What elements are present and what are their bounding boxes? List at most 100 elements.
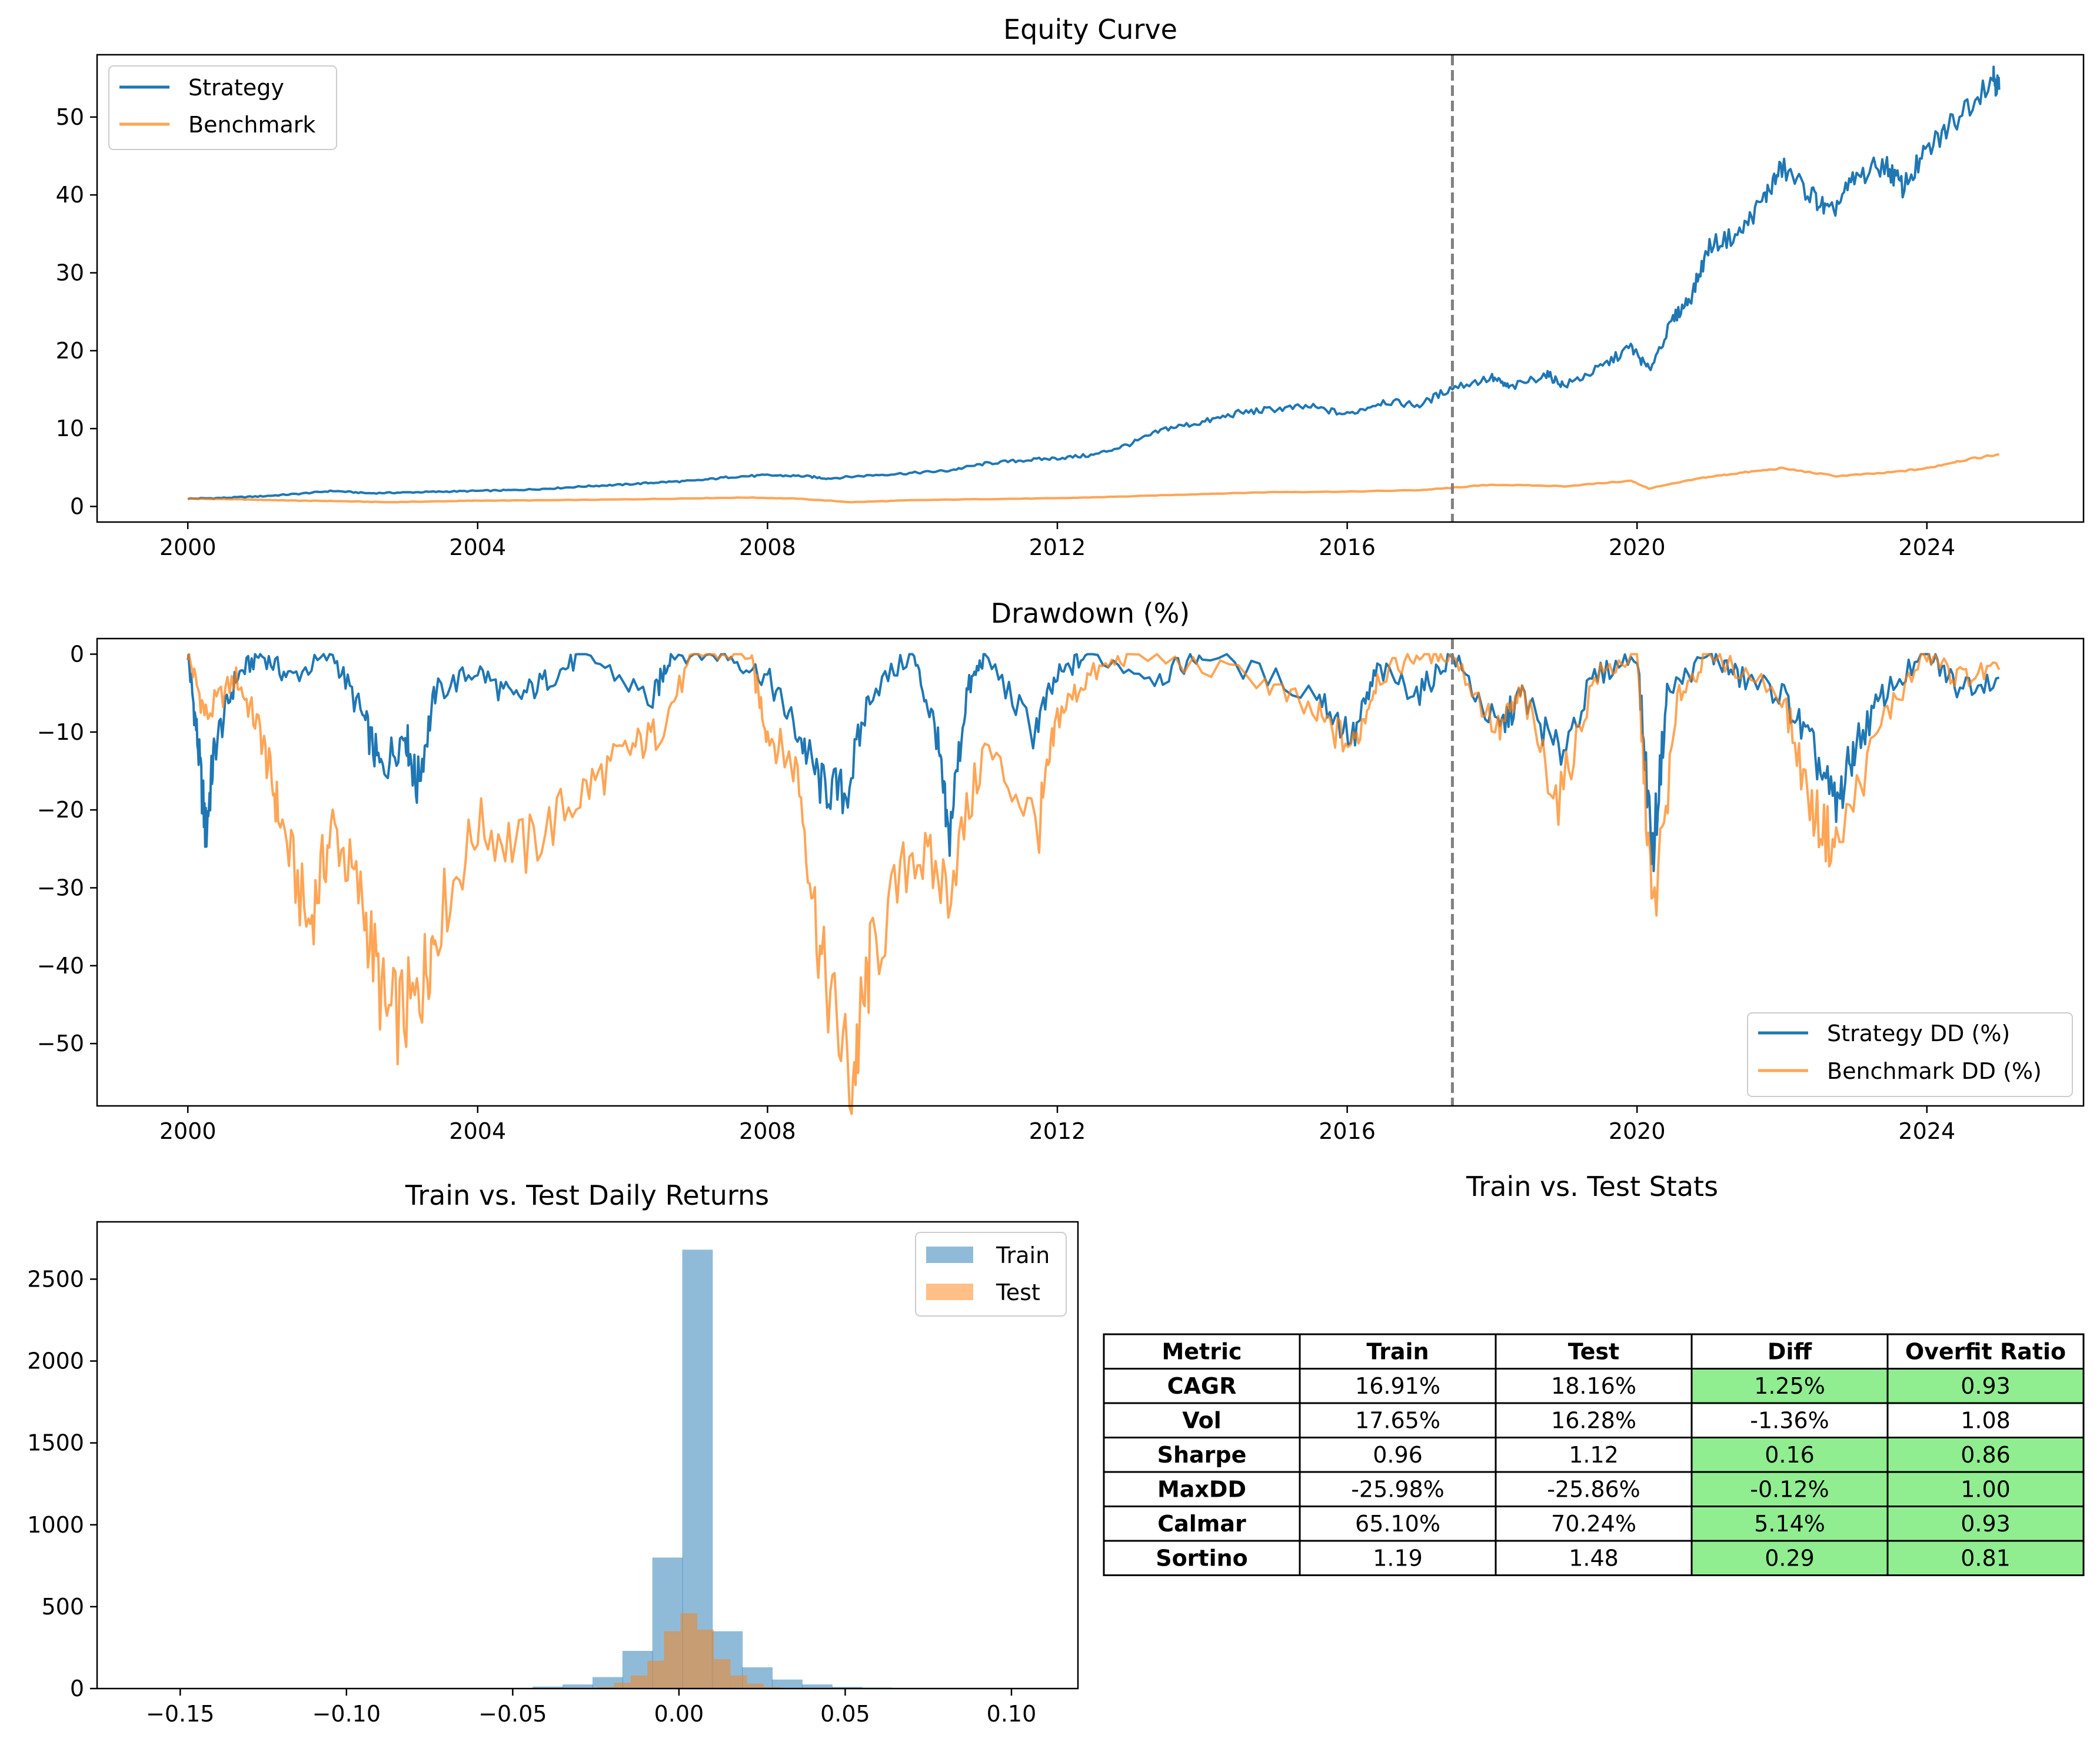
histogram-bar-test — [714, 1659, 731, 1689]
x-tick-label: 2000 — [159, 534, 217, 560]
table-cell-bg — [1299, 1506, 1497, 1542]
x-tick-label: 2016 — [1319, 534, 1376, 560]
table-cell: 1.48 — [1569, 1545, 1619, 1571]
table-cell: Train — [1366, 1338, 1429, 1364]
legend-label-benchmark-dd: Benchmark DD (%) — [1827, 1058, 2042, 1084]
x-tick-label: 2020 — [1609, 1118, 1666, 1144]
histogram-bar-test — [697, 1629, 714, 1689]
table-cell: 1.19 — [1373, 1545, 1423, 1571]
legend-label-train: Train — [996, 1242, 1050, 1268]
series-line-benchmark — [188, 453, 1999, 504]
histogram-bar-train — [801, 1684, 833, 1689]
table-cell: 0.93 — [1961, 1373, 2011, 1399]
table-cell: 0.29 — [1765, 1545, 1815, 1571]
table-cell: -0.12% — [1750, 1476, 1829, 1502]
table-cell: 1.25% — [1754, 1373, 1825, 1399]
equity-chart: Equity Curve 2000 2004 2008 2012 2016 2020 202… — [56, 14, 2085, 560]
x-tick-label: 2008 — [739, 1118, 796, 1144]
table-cell: 16.28% — [1551, 1407, 1636, 1433]
table-cell-bg — [1299, 1471, 1497, 1507]
series-line-strategy — [187, 65, 2001, 500]
histogram-title: Train vs. Test Daily Returns — [405, 1179, 769, 1211]
table-cell-bg — [1495, 1540, 1693, 1576]
histogram-bar-test — [597, 1687, 614, 1689]
table-cell: 5.14% — [1754, 1511, 1825, 1537]
equity-ticks: 2000 2004 2008 2012 2016 2020 2024 0 10 20 30 40 50 — [56, 104, 1956, 560]
y-tick-label: 0 — [70, 494, 84, 520]
y-tick-label: 1000 — [27, 1512, 84, 1538]
table-cell: Test — [1568, 1338, 1619, 1364]
table-cell-bg — [1103, 1540, 1301, 1576]
table-cell: Metric — [1162, 1338, 1242, 1364]
x-tick-label: 2012 — [1029, 1118, 1086, 1144]
stats-table-title: Train vs. Test Stats — [1466, 1171, 1718, 1202]
histogram-bar-test — [680, 1613, 697, 1689]
histogram-legend: Train Test — [915, 1232, 1067, 1317]
table-cell-bg — [1495, 1368, 1693, 1404]
drawdown-chart: Drawdown (%) 2000 2004 2008 2012 2016 2020 202… — [37, 597, 2085, 1144]
table-cell: 0.93 — [1961, 1511, 2011, 1537]
table-cell-bg — [1103, 1402, 1301, 1438]
x-tick-label: 0.10 — [987, 1701, 1037, 1727]
equity-legend: Strategy Benchmark — [108, 65, 337, 150]
table-cell-bg — [1299, 1402, 1497, 1438]
drawdown-chart-title: Drawdown (%) — [991, 597, 1190, 629]
histogram-bar-test — [730, 1675, 747, 1689]
legend-label-strategy-dd: Strategy DD (%) — [1827, 1021, 2010, 1046]
x-tick-label: 0.00 — [654, 1701, 704, 1727]
drawdown-legend-box — [1747, 1012, 2073, 1097]
table-cell: 1.00 — [1961, 1476, 2011, 1502]
table-cell: 16.91% — [1355, 1373, 1440, 1399]
y-tick-label: 50 — [56, 104, 84, 130]
table-cell: CAGR — [1167, 1373, 1237, 1399]
table-cell: Calmar — [1157, 1511, 1246, 1537]
legend-swatch-train — [926, 1247, 973, 1263]
x-tick-label: 2016 — [1319, 1118, 1376, 1144]
drawdown-axes-frame — [96, 637, 2085, 1107]
table-cell-bg — [1886, 1506, 2085, 1542]
x-tick-label: −0.05 — [478, 1701, 547, 1727]
histogram-bar-train — [772, 1679, 803, 1689]
table-cell-bg — [1690, 1368, 1889, 1404]
legend-swatch-test — [926, 1284, 973, 1300]
drawdown-legend: Strategy DD (%) Benchmark DD (%) — [1747, 1012, 2073, 1097]
legend-label-benchmark: Benchmark — [188, 112, 315, 138]
equity-axes-frame — [96, 54, 2085, 523]
y-tick-label: 1500 — [27, 1430, 84, 1456]
y-tick-label: −50 — [37, 1031, 84, 1056]
y-tick-label: 2500 — [27, 1266, 84, 1292]
histogram-axes-frame — [96, 1221, 1079, 1690]
table-cell: Overfit Ratio — [1905, 1338, 2066, 1364]
table-cell: 0.81 — [1961, 1545, 2011, 1571]
drawdown-ticks: 2000 2004 2008 2012 2016 2020 2024 0 −10 −20 −30 −4… — [37, 641, 1955, 1144]
table-cell-bg — [1299, 1368, 1497, 1404]
table-cell-bg — [1886, 1540, 2085, 1576]
table-cell-bg — [1495, 1333, 1693, 1370]
y-tick-label: 30 — [56, 260, 84, 286]
histogram-bar-test — [614, 1683, 631, 1689]
x-tick-label: 2000 — [159, 1118, 217, 1144]
y-tick-label: 0 — [70, 1676, 84, 1702]
histogram-plot-area — [533, 1249, 893, 1689]
y-tick-label: −30 — [37, 875, 84, 900]
x-tick-label: −0.15 — [146, 1701, 214, 1727]
histogram-bar-train — [563, 1684, 593, 1689]
table-cell: 1.08 — [1961, 1407, 2011, 1433]
histogram-bar-test — [664, 1631, 681, 1689]
table-cell: -1.36% — [1750, 1407, 1829, 1433]
table-cell: -25.98% — [1351, 1476, 1445, 1502]
x-tick-label: 2024 — [1898, 534, 1955, 560]
table-cell: 17.65% — [1355, 1407, 1440, 1433]
legend-label-test: Test — [996, 1280, 1040, 1305]
equity-chart-title: Equity Curve — [1003, 14, 1177, 45]
y-tick-label: −10 — [37, 719, 84, 745]
stats-table: Train vs. Test Stats Metric Train Test Diff… — [1103, 1171, 2085, 1576]
y-tick-label: −20 — [37, 797, 84, 823]
legend-label-strategy: Strategy — [188, 75, 284, 101]
histogram-bar-train — [533, 1686, 564, 1689]
y-tick-label: 500 — [41, 1594, 84, 1620]
histogram-bar-test — [630, 1675, 648, 1689]
x-tick-label: 2004 — [449, 534, 506, 560]
table-cell: MaxDD — [1157, 1476, 1246, 1502]
table-cell: 18.16% — [1551, 1373, 1636, 1399]
